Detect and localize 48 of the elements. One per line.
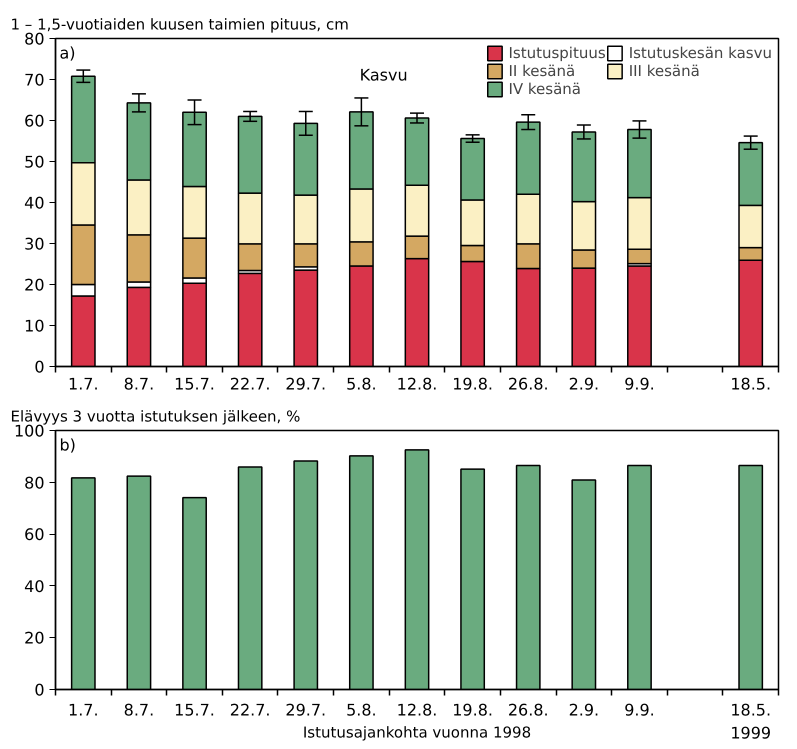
x-tick-label: 8.7. (124, 374, 154, 394)
x-tick-label: 12.8. (396, 374, 438, 394)
x-tick-label: 18.5. (730, 700, 772, 720)
y-tick-label: 20 (24, 276, 44, 294)
x-tick-label: 9.9. (624, 700, 655, 720)
x-tick-label: 2.9. (568, 700, 600, 720)
annotation: a) (60, 44, 76, 62)
x-axis-title: Istutusajankohta vuonna 1998 (302, 723, 532, 742)
x-tick-label: 5.8. (346, 700, 377, 720)
x-tick-label: 26.8. (508, 374, 549, 394)
x-tick-label: 15.7. (174, 374, 215, 394)
legend-label: Istutuspituus (508, 44, 606, 62)
y-tick-label: 10 (24, 316, 44, 336)
x-tick-label: 19.8. (452, 374, 493, 394)
chart-title: Elävyys 3 vuotta istutuksen jälkeen, % (10, 408, 300, 426)
y-tick-label: 40 (24, 194, 44, 212)
legend-label: Istutuskesän kasvu (628, 44, 772, 62)
y-tick-label: 50 (24, 152, 44, 172)
x-tick-label: 8.7. (124, 700, 154, 720)
x-tick-label: 9.9. (624, 374, 655, 394)
x-tick-label: 12.8. (396, 700, 438, 720)
x-tick-label: 22.7. (230, 374, 271, 394)
y-tick-label: 60 (24, 112, 44, 130)
x-tick-label: 1.7. (68, 374, 99, 394)
y-tick-label: 40 (24, 576, 44, 596)
x-tick-label: 5.8. (346, 374, 377, 394)
y-tick-label: 0 (34, 358, 45, 376)
y-tick-label: 60 (24, 525, 44, 544)
y-tick-label: 70 (24, 70, 44, 90)
x-tick-label: 15.7. (174, 700, 215, 720)
y-tick-label: 80 (24, 473, 44, 492)
x-tick-label: 18.5. (730, 374, 772, 394)
x-tick-label: 19.8. (452, 700, 493, 720)
x-tick-label: 2.9. (568, 374, 600, 394)
x-tick-label: 22.7. (230, 700, 271, 720)
y-tick-label: 20 (24, 628, 44, 648)
y-tick-label: 30 (24, 234, 44, 254)
legend-label: II kesänä (508, 62, 576, 80)
legend-label: III kesänä (628, 62, 700, 80)
x-tick-label: 26.8. (508, 700, 549, 720)
x-tick-label: 29.7. (285, 374, 326, 394)
annotation: b) (60, 436, 76, 454)
text: 1999 (730, 723, 772, 742)
x-tick-label: 1.7. (68, 700, 99, 720)
y-tick-label: 0 (34, 680, 45, 700)
legend-label: IV kesänä (508, 80, 581, 98)
x-tick-label: 29.7. (285, 700, 326, 720)
annotation: Kasvu (360, 65, 408, 84)
